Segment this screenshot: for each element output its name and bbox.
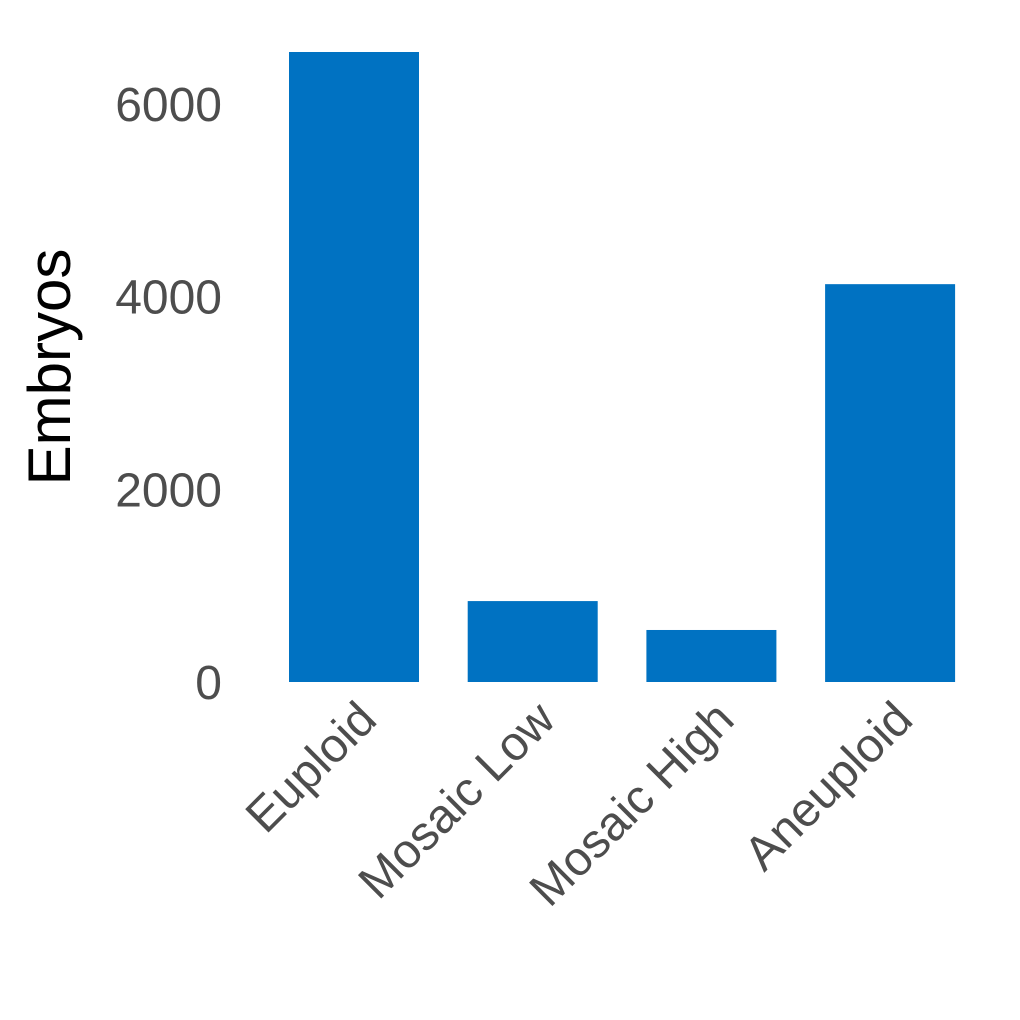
bar-mosaic-low — [467, 601, 598, 682]
y-tick-label-0: 0 — [195, 657, 222, 710]
y-tick-label-3: 6000 — [115, 79, 222, 132]
bar-euploid — [289, 52, 419, 682]
y-axis-ticks: 0 2000 4000 6000 — [115, 79, 222, 710]
bar-aneuploid — [825, 284, 956, 682]
y-tick-label-1: 2000 — [115, 464, 222, 517]
y-tick-label-2: 4000 — [115, 272, 222, 325]
y-axis-title: Embryos — [16, 249, 83, 486]
x-tick-label-aneuploid: Aneuploid — [734, 692, 922, 880]
x-tick-label-euploid: Euploid — [236, 692, 387, 843]
bars — [289, 52, 956, 682]
bar-mosaic-high — [646, 629, 777, 682]
